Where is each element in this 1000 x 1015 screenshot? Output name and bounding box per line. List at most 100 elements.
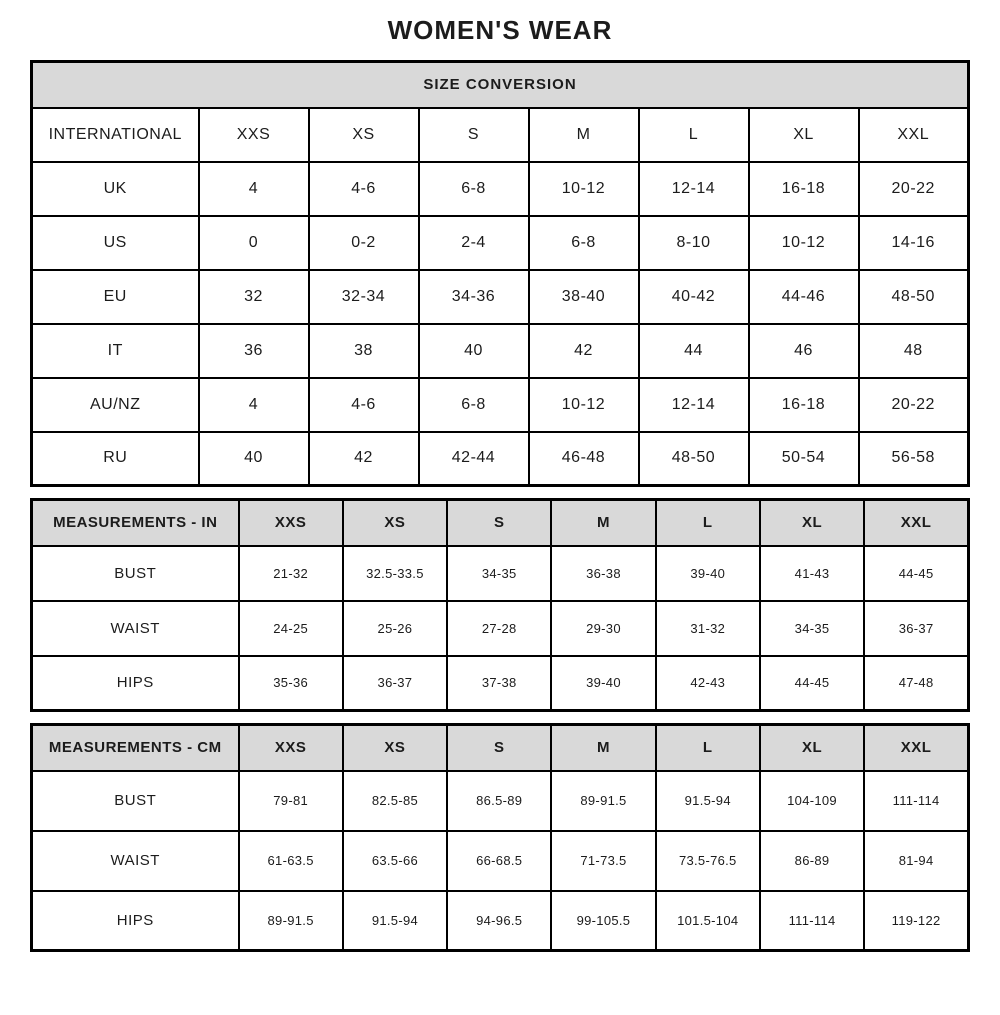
table-cell: 111-114 [758, 889, 866, 952]
table-cell: 61-63.5 [237, 829, 344, 892]
table-row: IT 36 38 40 42 44 46 48 [30, 322, 970, 379]
table-cell: 104-109 [758, 769, 866, 832]
column-header: XS [341, 723, 449, 772]
column-header: XXS [237, 723, 344, 772]
table-cell: 44-46 [747, 268, 860, 325]
table-row: US 0 0-2 2-4 6-8 8-10 10-12 14-16 [30, 214, 970, 271]
table-row: WAIST 61-63.5 63.5-66 66-68.5 71-73.5 73… [30, 829, 970, 892]
table-cell: 36 [197, 322, 310, 379]
table-header-row: MEASUREMENTS - CM XXS XS S M L XL XXL [30, 723, 970, 772]
table-row: HIPS 89-91.5 91.5-94 94-96.5 99-105.5 10… [30, 889, 970, 952]
table-cell: 32 [197, 268, 310, 325]
column-header: S [446, 498, 553, 547]
table-cell: 29-30 [550, 599, 657, 657]
table-cell: 34-35 [758, 599, 866, 657]
table-cell: 86-89 [758, 829, 866, 892]
table-cell: 10-12 [747, 214, 860, 271]
table-cell: 50-54 [747, 430, 860, 487]
table-cell: 46 [747, 322, 860, 379]
row-label: WAIST [30, 829, 240, 892]
table-cell: 38 [307, 322, 420, 379]
table-cell: 42 [527, 322, 640, 379]
column-header: XL [758, 723, 866, 772]
table-cell: 41-43 [758, 544, 866, 602]
table-cell: 82.5-85 [341, 769, 449, 832]
column-header: S [417, 106, 530, 163]
table-row: BUST 21-32 32.5-33.5 34-35 36-38 39-40 4… [30, 544, 970, 602]
column-header: S [446, 723, 553, 772]
table-cell: 91.5-94 [654, 769, 761, 832]
table-cell: 86.5-89 [446, 769, 553, 832]
size-conversion-title: SIZE CONVERSION [30, 60, 970, 109]
table-cell: 24-25 [237, 599, 344, 657]
table-cell: 36-37 [863, 599, 970, 657]
column-header: INTERNATIONAL [30, 106, 200, 163]
column-header: M [550, 498, 657, 547]
row-label: US [30, 214, 200, 271]
row-label: BUST [30, 769, 240, 832]
row-label: HIPS [30, 654, 240, 712]
column-header: XL [758, 498, 866, 547]
table-cell: 71-73.5 [550, 829, 657, 892]
measurements-in-table: MEASUREMENTS - IN XXS XS S M L XL XXL BU… [30, 498, 970, 712]
table-cell: 10-12 [527, 376, 640, 433]
table-cell: 63.5-66 [341, 829, 449, 892]
table-cell: 39-40 [550, 654, 657, 712]
table-cell: 94-96.5 [446, 889, 553, 952]
table-cell: 0-2 [307, 214, 420, 271]
table-cell: 4 [197, 160, 310, 217]
column-header: M [527, 106, 640, 163]
table-cell: 25-26 [341, 599, 449, 657]
table-cell: 89-91.5 [237, 889, 344, 952]
table-cell: 12-14 [637, 160, 750, 217]
table-row: HIPS 35-36 36-37 37-38 39-40 42-43 44-45… [30, 654, 970, 712]
table-cell: 0 [197, 214, 310, 271]
table-row: RU 40 42 42-44 46-48 48-50 50-54 56-58 [30, 430, 970, 487]
page-title: WOMEN'S WEAR [387, 15, 613, 45]
measurements-cm-title: MEASUREMENTS - CM [30, 723, 240, 772]
table-row: AU/NZ 4 4-6 6-8 10-12 12-14 16-18 20-22 [30, 376, 970, 433]
table-cell: 8-10 [637, 214, 750, 271]
row-label: HIPS [30, 889, 240, 952]
table-row: WAIST 24-25 25-26 27-28 29-30 31-32 34-3… [30, 599, 970, 657]
table-cell: 36-38 [550, 544, 657, 602]
table-cell: 4-6 [307, 160, 420, 217]
table-cell: 2-4 [417, 214, 530, 271]
table-cell: 4 [197, 376, 310, 433]
column-header: XL [747, 106, 860, 163]
table-cell: 27-28 [446, 599, 553, 657]
column-header: XXS [197, 106, 310, 163]
table-cell: 56-58 [857, 430, 970, 487]
column-header: M [550, 723, 657, 772]
table-header-row: MEASUREMENTS - IN XXS XS S M L XL XXL [30, 498, 970, 547]
table-cell: 34-36 [417, 268, 530, 325]
page-container: WOMEN'S WEAR SIZE CONVERSION INTERNATION… [0, 15, 1000, 952]
table-cell: 89-91.5 [550, 769, 657, 832]
table-cell: 32.5-33.5 [341, 544, 449, 602]
table-cell: 101.5-104 [654, 889, 761, 952]
column-header: XXS [237, 498, 344, 547]
table-cell: 34-35 [446, 544, 553, 602]
table-cell: 16-18 [747, 160, 860, 217]
table-cell: 48-50 [857, 268, 970, 325]
table-cell: 42-43 [654, 654, 761, 712]
column-header: L [637, 106, 750, 163]
table-cell: 37-38 [446, 654, 553, 712]
column-header: XXL [863, 498, 970, 547]
table-cell: 6-8 [527, 214, 640, 271]
measurements-in-title: MEASUREMENTS - IN [30, 498, 240, 547]
table-cell: 32-34 [307, 268, 420, 325]
table-cell: 20-22 [857, 160, 970, 217]
table-cell: 31-32 [654, 599, 761, 657]
table-cell: 66-68.5 [446, 829, 553, 892]
row-label: BUST [30, 544, 240, 602]
measurements-cm-table: MEASUREMENTS - CM XXS XS S M L XL XXL BU… [30, 723, 970, 952]
table-cell: 81-94 [863, 829, 970, 892]
column-header: L [654, 723, 761, 772]
table-cell: 91.5-94 [341, 889, 449, 952]
table-row: UK 4 4-6 6-8 10-12 12-14 16-18 20-22 [30, 160, 970, 217]
table-cell: 14-16 [857, 214, 970, 271]
table-cell: 42 [307, 430, 420, 487]
table-cell: 10-12 [527, 160, 640, 217]
table-cell: 16-18 [747, 376, 860, 433]
